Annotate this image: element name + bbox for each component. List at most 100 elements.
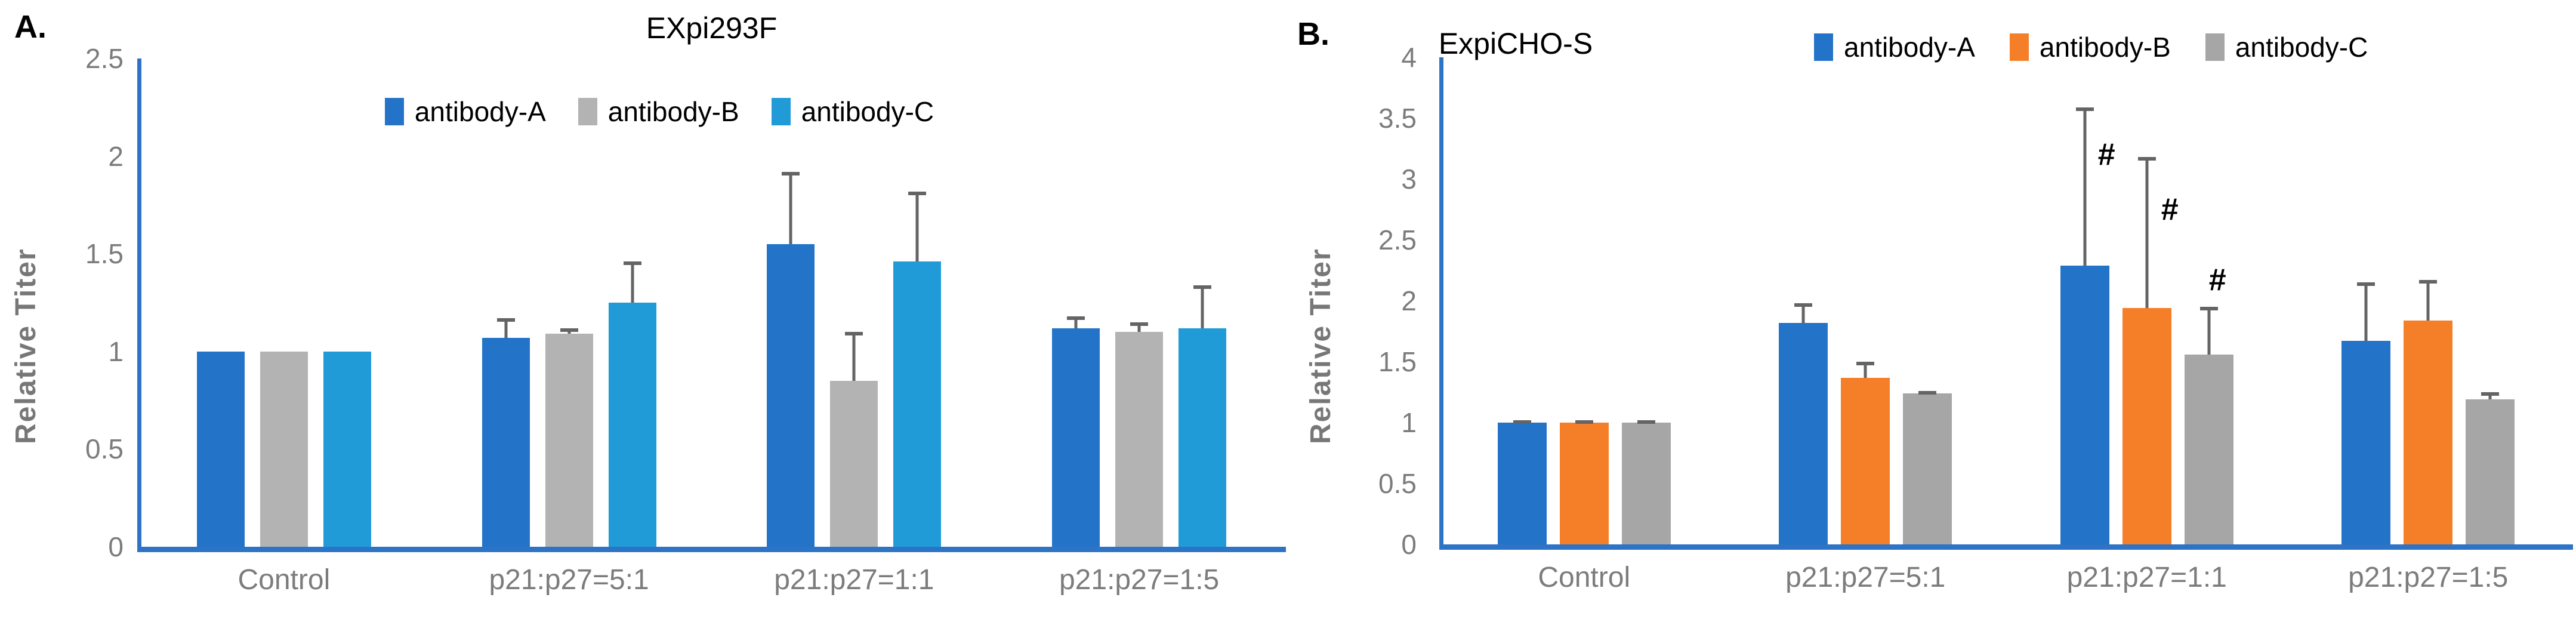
panel-b-label: B. (1297, 16, 1329, 52)
error-bar (2481, 392, 2500, 400)
error-bar (2357, 282, 2376, 341)
y-tick-label: 0.5 (85, 433, 124, 465)
error-bar-stem (2083, 107, 2087, 266)
error-bar (1130, 322, 1149, 332)
error-bar-cap (2419, 280, 2438, 284)
bar-antibody-B-p21:p27=5:1 (1841, 362, 1890, 544)
y-tick-label: 1.5 (85, 238, 124, 270)
panel-a-title: EXpi293F (646, 11, 778, 45)
bar-antibody-B-p21:p27=1:1 (830, 332, 878, 547)
y-tick-label: 2.5 (85, 43, 124, 74)
y-tick-label: 3 (1401, 164, 1417, 195)
error-bar (1918, 390, 1937, 395)
legend-swatch-icon (2009, 33, 2029, 61)
legend-swatch-icon (771, 98, 791, 125)
error-bar-stem (1074, 316, 1078, 328)
y-tick-label: 0 (1401, 529, 1417, 560)
legend-item-antibody-A: antibody-A (384, 96, 546, 128)
error-bar-cap (2075, 107, 2094, 111)
error-bar (2137, 157, 2156, 309)
bar-antibody-A-p21:p27=1:1 (2060, 107, 2109, 544)
error-bar (1575, 420, 1593, 424)
x-category-label: p21:p27=1:5 (2348, 562, 2509, 593)
error-bar-stem (1801, 303, 1805, 323)
error-bar-cap (1513, 420, 1531, 424)
error-bar-stem (2488, 392, 2492, 400)
legend-item-antibody-C: antibody-C (771, 96, 934, 128)
bar-group-p21:p27=1:1 (2006, 57, 2288, 544)
error-bar (560, 328, 578, 334)
legend-label: antibody-B (607, 96, 739, 127)
bar-antibody-B-Control (1559, 420, 1609, 544)
error-bar (908, 191, 927, 262)
error-bar (1067, 316, 1085, 328)
error-bar-cap (1130, 322, 1149, 326)
legend-label: antibody-A (414, 96, 546, 127)
legend-swatch-icon (384, 98, 404, 125)
bar-antibody-A-p21:p27=1:5 (1052, 316, 1100, 547)
error-bar-cap (623, 261, 641, 266)
error-bar-stem (1201, 285, 1204, 328)
x-category-label: p21:p27=1:5 (1059, 564, 1220, 596)
y-tick-label: 2 (1401, 285, 1417, 316)
error-bar-cap (2199, 307, 2218, 311)
bar-group-p21:p27=5:1 (427, 58, 712, 547)
bar-group-p21:p27=5:1 (1725, 57, 2007, 544)
error-bar-cap (1637, 420, 1655, 424)
bar-antibody-A-p21:p27=1:1 (767, 171, 815, 547)
error-bar-cap (2481, 392, 2500, 396)
legend-label: antibody-C (801, 96, 934, 127)
error-bar-stem (631, 261, 634, 303)
error-bar (1513, 420, 1531, 424)
y-tick-label: 0 (108, 531, 124, 562)
error-bar-stem (789, 171, 792, 244)
bar-antibody-A-p21:p27=5:1 (482, 318, 530, 547)
bar-group-p21:p27=1:5 (2288, 57, 2569, 544)
x-category-label: p21:p27=5:1 (1785, 562, 1946, 593)
legend-label: antibody-B (2039, 32, 2171, 63)
error-bar-stem (2145, 157, 2149, 309)
error-bar-stem (2364, 282, 2368, 341)
legend-item-antibody-B: antibody-B (578, 96, 739, 128)
error-bar-cap (2137, 157, 2156, 161)
legend-label: antibody-A (1844, 32, 1975, 63)
bar-group-p21:p27=1:5 (997, 58, 1282, 547)
error-bar-cap (1193, 285, 1212, 289)
error-bar-cap (496, 318, 515, 322)
error-bar-stem (504, 318, 508, 338)
error-bar (782, 171, 800, 244)
significance-hash-annotation: # (2097, 137, 2115, 173)
x-category-label: p21:p27=1:1 (2066, 562, 2227, 593)
error-bar (2075, 107, 2094, 266)
y-tick-label: 4 (1401, 42, 1417, 73)
y-tick-label: 1 (1401, 407, 1417, 438)
error-bar-cap (782, 171, 800, 175)
x-category-label: p21:p27=5:1 (489, 564, 649, 596)
bar-antibody-C-p21:p27=5:1 (1903, 390, 1952, 544)
legend-swatch-icon (578, 98, 597, 125)
bar-antibody-C-p21:p27=1:1 (2184, 307, 2233, 544)
bar-antibody-B-p21:p27=1:1 (2122, 157, 2171, 544)
error-bar-cap (1794, 303, 1813, 307)
error-bar-cap (1575, 420, 1593, 424)
error-bar-cap (1918, 390, 1937, 395)
error-bar-cap (908, 191, 927, 195)
error-bar-cap (1067, 316, 1085, 320)
y-tick-label: 0.5 (1378, 468, 1417, 499)
error-bar-cap (1856, 362, 1875, 366)
legend-swatch-icon (2205, 33, 2225, 61)
significance-hash-annotation: # (2161, 192, 2179, 227)
y-tick-label: 2.5 (1378, 224, 1417, 255)
legend-label: antibody-C (2235, 32, 2368, 63)
y-tick-label: 1.5 (1378, 346, 1417, 377)
error-bar-stem (2207, 307, 2211, 355)
bar-antibody-C-p21:p27=5:1 (608, 261, 656, 547)
error-bar (2199, 307, 2218, 355)
panel-b-title: ExpiCHO-S (1438, 27, 1593, 60)
bar-antibody-B-p21:p27=1:5 (2404, 280, 2453, 544)
bar-group-p21:p27=1:1 (712, 58, 997, 547)
bar-group-Control (1443, 57, 1725, 544)
error-bar-stem (852, 332, 856, 381)
significance-hash-annotation: # (2208, 263, 2226, 298)
